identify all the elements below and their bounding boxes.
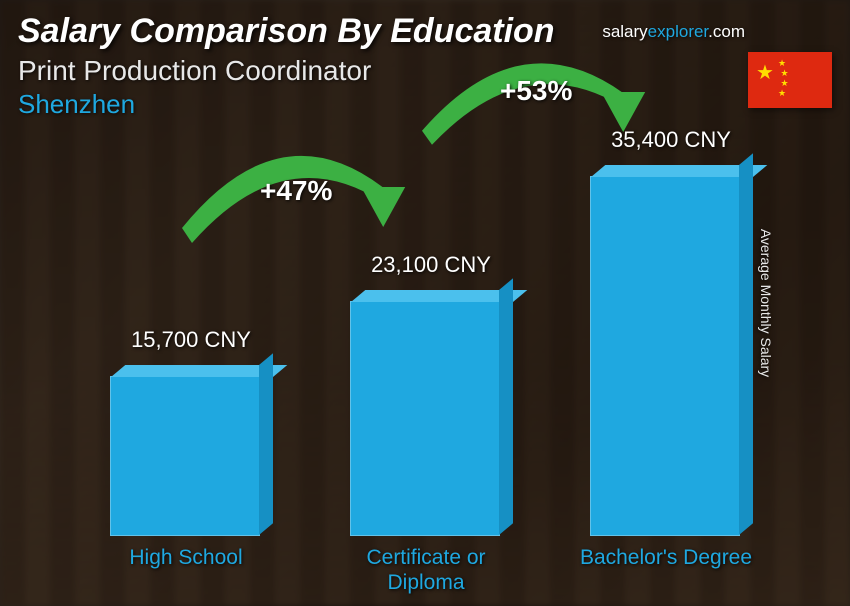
page-subtitle: Print Production Coordinator [18, 55, 832, 87]
bar-1: 23,100 CNYCertificate or Diploma [350, 301, 500, 536]
bar-category-label: High School [96, 545, 276, 570]
flag-star-icon: ★ [756, 60, 774, 85]
bar-side-face [739, 153, 753, 535]
bar-category-label: Bachelor's Degree [566, 545, 766, 570]
brand-prefix: salary [602, 22, 647, 41]
brand-suffix: .com [708, 22, 745, 41]
bar-0: 15,700 CNYHigh School [110, 376, 260, 536]
bar-value-label: 15,700 CNY [101, 327, 281, 353]
increase-pct-label: +47% [260, 175, 332, 207]
y-axis-label: Average Monthly Salary [758, 229, 774, 377]
bar-side-face [499, 278, 513, 535]
brand-logo: salaryexplorer.com [602, 22, 745, 42]
page-location: Shenzhen [18, 89, 832, 120]
bar-2: 35,400 CNYBachelor's Degree [590, 176, 740, 536]
brand-mid: explorer [648, 22, 708, 41]
country-flag-icon: ★ ★ ★ ★★ [748, 52, 832, 108]
flag-small-stars-icon: ★ ★ ★★ [778, 58, 789, 98]
bar-category-label: Certificate or Diploma [326, 545, 526, 595]
bar-side-face [259, 354, 273, 535]
